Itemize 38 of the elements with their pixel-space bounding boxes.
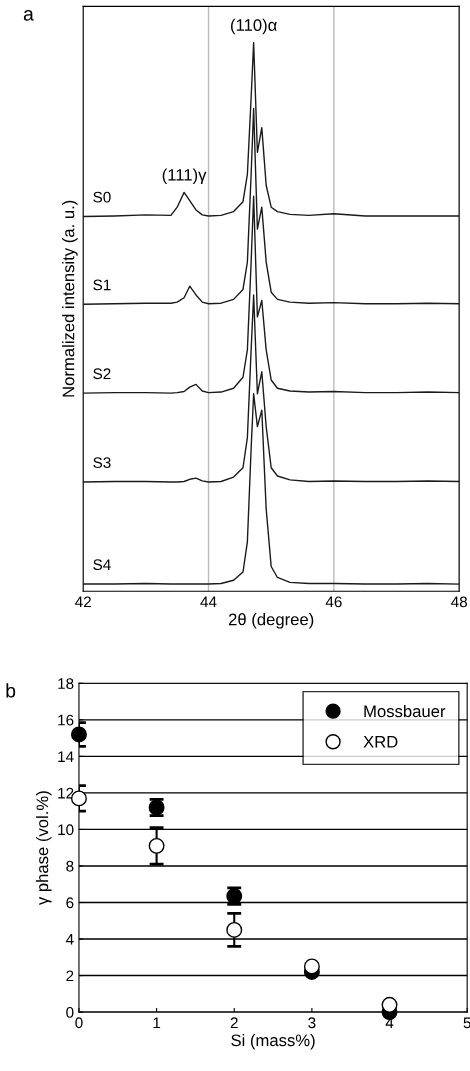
series-label: S4 [93, 559, 111, 571]
annotation: (111)γ [162, 168, 207, 185]
x-tick-label: 3 [308, 1017, 316, 1029]
chart-title: a [23, 10, 34, 21]
point [148, 837, 165, 854]
x-tick-label: 42 [75, 596, 91, 608]
x-axis-title: 2θ (degree) [228, 613, 314, 629]
x-tick-label: 5 [463, 1017, 470, 1029]
annotation: (110)α [231, 18, 277, 35]
y-tick-label: 18 [58, 678, 74, 689]
y-tick-label: 8 [66, 860, 74, 872]
series-label: S3 [93, 457, 111, 469]
point [226, 921, 243, 938]
y-axis-title: γ phase (vol.%) [36, 791, 52, 906]
y-tick-label: 4 [65, 934, 74, 945]
point [381, 996, 398, 1013]
x-tick-label: 1 [153, 1017, 161, 1029]
x-tick-label: 48 [451, 596, 468, 608]
point [303, 958, 320, 975]
series-label: S2 [93, 368, 111, 380]
x-axis-title: Si (mass%) [231, 1033, 315, 1050]
x-tick-label: 46 [325, 596, 342, 608]
x-tick-label: 44 [200, 596, 217, 608]
y-tick-label: 6 [66, 897, 74, 909]
series-label: S0 [93, 191, 111, 203]
y-tick-label: 2 [66, 970, 74, 982]
y-tick-label: 0 [66, 1006, 74, 1018]
y-tick-label: 14 [58, 751, 74, 762]
y-axis-title: Normalized intensity (a. u.) [62, 200, 78, 397]
point [70, 726, 87, 743]
y-tick-label: 10 [58, 824, 74, 836]
series-label: S1 [93, 279, 111, 291]
x-tick-label: 2 [230, 1017, 238, 1029]
y-tick-label: 16 [58, 714, 74, 726]
x-tick-label: 0 [75, 1017, 83, 1029]
legend-label: XRD [363, 736, 398, 748]
chart-title: b [6, 683, 16, 698]
legend-label: Mossbauer [364, 704, 446, 718]
